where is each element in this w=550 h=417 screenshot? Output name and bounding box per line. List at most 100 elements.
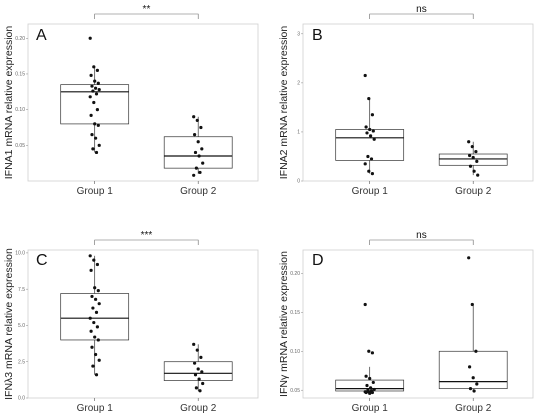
data-point [192, 342, 196, 346]
data-point [363, 73, 367, 78]
data-point [467, 256, 471, 260]
box-iqr [335, 379, 405, 392]
data-point [370, 172, 374, 176]
significance-label: ns [416, 4, 427, 15]
data-point [90, 345, 94, 349]
y-tick-label: 0.05 [15, 143, 25, 149]
data-point [94, 92, 99, 96]
box-iqr [60, 293, 130, 341]
x-tick-label: Group 1 [77, 186, 114, 197]
x-tick-label: Group 2 [455, 186, 492, 197]
panel-letter-b: B [312, 27, 323, 44]
data-point [95, 108, 99, 112]
significance-bracket [94, 239, 199, 245]
box-iqr [438, 153, 508, 166]
data-point [368, 127, 372, 132]
data-point [96, 338, 100, 342]
y-axis-label: IFNA1 mRNA relative expression [3, 26, 15, 180]
data-point [470, 302, 474, 307]
data-point [96, 81, 100, 85]
y-tick-label: 3 [297, 31, 300, 37]
data-point [370, 113, 374, 117]
data-point [371, 380, 375, 385]
data-point [89, 329, 93, 333]
data-point [92, 65, 96, 69]
data-point [200, 147, 204, 151]
data-point [97, 88, 101, 92]
y-tick-label: 2.5 [18, 359, 25, 365]
data-point [199, 125, 203, 130]
data-point [364, 374, 368, 378]
data-point [200, 370, 204, 374]
panel-letter-d: D [312, 252, 324, 269]
significance-label: ** [143, 4, 151, 15]
data-point [367, 349, 371, 353]
plot-frame [302, 249, 534, 399]
data-point [91, 147, 95, 151]
data-point [364, 125, 368, 129]
data-point [197, 154, 201, 158]
data-point [467, 140, 471, 144]
data-point [88, 36, 92, 40]
data-point [472, 389, 476, 393]
data-point [196, 367, 200, 371]
data-point [88, 95, 92, 99]
data-point [93, 122, 97, 126]
data-point [94, 373, 99, 377]
data-point [367, 169, 371, 173]
data-point [369, 134, 373, 138]
y-tick-label: 0.10 [290, 349, 300, 355]
data-point [95, 68, 99, 72]
data-point [474, 149, 478, 154]
data-point [94, 136, 98, 140]
y-axis-label: IFNλ3 mRNA relative expression [3, 248, 15, 400]
data-point [197, 377, 201, 381]
data-point [90, 294, 94, 299]
data-point [90, 133, 94, 137]
y-tick-label: 0.0 [18, 396, 25, 402]
data-point [468, 164, 473, 168]
data-point [92, 320, 96, 325]
data-point [193, 373, 198, 377]
y-tick-label: 0.10 [15, 107, 25, 113]
box-iqr [438, 350, 508, 390]
y-tick-label: 0 [297, 179, 300, 185]
data-point [363, 162, 367, 166]
data-point [372, 387, 376, 392]
significance-bracket [369, 239, 474, 245]
y-tick-label: 1 [297, 130, 300, 136]
x-tick-label: Group 1 [77, 403, 114, 414]
data-point [96, 289, 100, 293]
data-point [195, 118, 199, 122]
data-point [475, 382, 479, 386]
significance-label: *** [141, 230, 153, 241]
significance-bracket [94, 13, 199, 19]
data-point [371, 129, 375, 133]
data-point [195, 348, 199, 352]
data-point [365, 383, 369, 388]
y-axis-label: IFNA2 mRNA relative expression [278, 26, 290, 180]
panel-b: B IFNA2 mRNA relative expression 0 1 2 3 Group… [278, 4, 534, 197]
data-point [366, 154, 370, 159]
x-tick-label: Group 2 [180, 186, 217, 197]
panel-a: A IFNA1 mRNA relative expression 0.05 0.10 0… [3, 4, 259, 197]
data-point [367, 96, 371, 101]
data-point [91, 306, 95, 310]
data-point [91, 89, 95, 93]
data-point [88, 254, 92, 258]
data-point [364, 390, 368, 395]
data-point [94, 352, 98, 357]
data-point [97, 143, 101, 147]
panel-d: D IFNγ mRNA relative expression 0.05 0.10 0.… [278, 230, 534, 414]
y-tick-label: 10.0 [15, 251, 25, 257]
data-point [93, 335, 97, 339]
plot-frame [302, 23, 534, 182]
data-point [471, 155, 475, 160]
data-point [468, 387, 473, 391]
data-point [363, 302, 367, 307]
data-point [93, 286, 97, 290]
data-point [94, 310, 99, 314]
box-iqr [60, 84, 130, 125]
data-point [94, 150, 99, 155]
y-axis-label: IFNγ mRNA relative expression [278, 251, 290, 397]
